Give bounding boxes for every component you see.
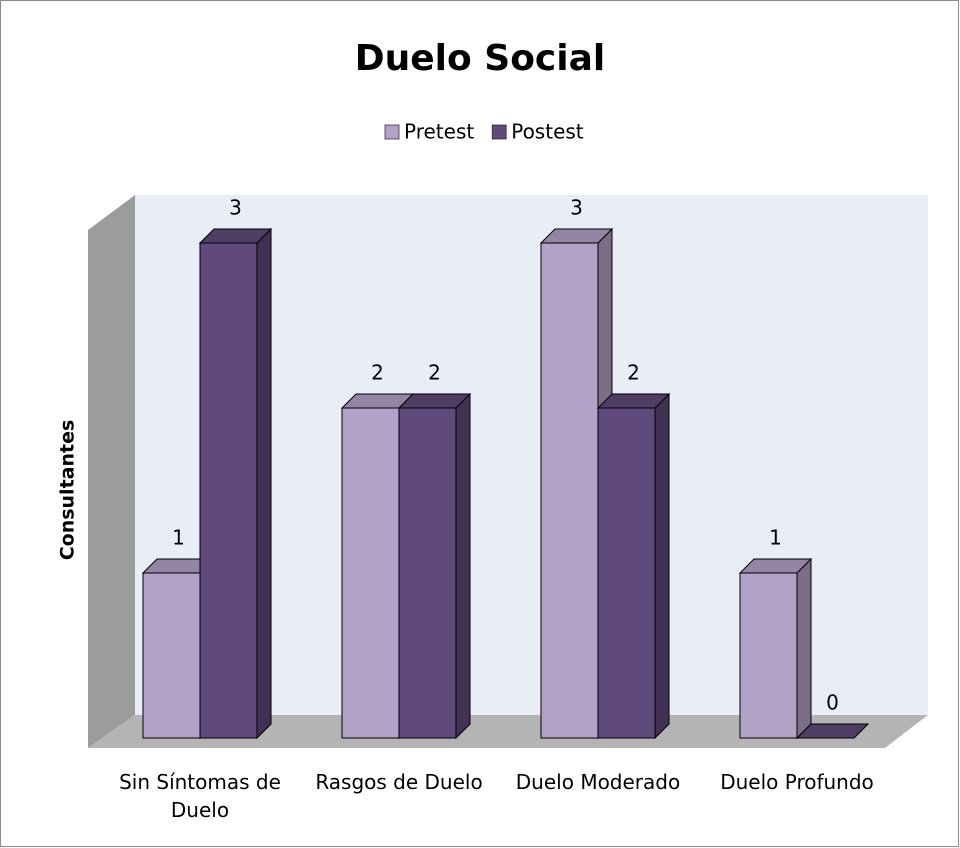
bar-front	[540, 242, 599, 739]
floor	[88, 715, 928, 748]
back-wall	[135, 195, 928, 715]
bar	[198, 227, 273, 740]
bar-side	[796, 557, 812, 740]
data-label: 1	[172, 526, 185, 550]
legend-swatch	[491, 124, 507, 140]
x-tick-label: Duelo Profundo	[720, 770, 874, 794]
bar-front	[199, 242, 258, 739]
x-tick-label: Rasgos de Duelo	[315, 770, 483, 794]
bar-front	[142, 572, 201, 739]
bar	[795, 723, 870, 739]
bar	[596, 392, 671, 740]
legend-label: Postest	[511, 120, 584, 144]
legend-label: Pretest	[404, 120, 474, 144]
x-tick-label: Duelo Moderado	[515, 770, 681, 794]
bar-side	[455, 392, 471, 740]
data-label: 0	[826, 691, 839, 715]
data-label: 3	[229, 196, 242, 220]
data-label: 2	[627, 361, 640, 385]
y-axis-label: Consultantes	[57, 420, 79, 561]
bar-front	[739, 572, 798, 739]
side-wall	[88, 195, 135, 748]
bar	[738, 557, 813, 740]
bar-front	[398, 407, 457, 739]
bar	[397, 392, 472, 740]
bar-side	[256, 227, 272, 740]
bar-side	[654, 392, 670, 740]
bar-top	[795, 723, 870, 739]
data-label: 1	[769, 526, 782, 550]
data-label: 3	[570, 196, 583, 220]
legend-swatch	[384, 124, 400, 140]
bar-front	[341, 407, 400, 739]
data-label: 2	[428, 361, 441, 385]
chart-title: Duelo Social	[355, 38, 606, 79]
x-tick-label: Sin Síntomas de Duelo	[119, 770, 281, 822]
bar-front	[597, 407, 656, 739]
data-label: 2	[371, 361, 384, 385]
